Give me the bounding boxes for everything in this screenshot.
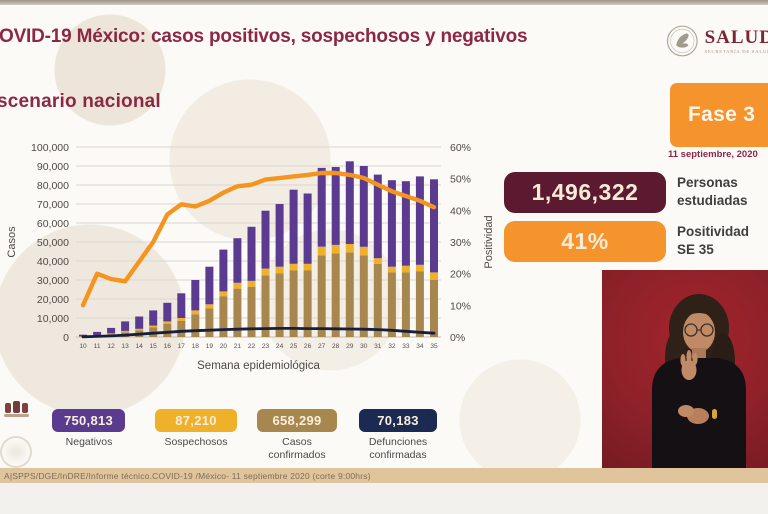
- positividad-label: Positividad SE 35: [677, 224, 750, 257]
- top-border-strip: [0, 0, 768, 5]
- casos-confirmados-label: Casos confirmados: [268, 436, 326, 462]
- salud-subtitle: SECRETARÍA DE SALUD: [704, 49, 768, 54]
- personas-estudiadas-label: Personas estudiadas: [677, 175, 748, 208]
- svg-text:33: 33: [402, 343, 410, 350]
- negativos-value: 750,813: [63, 413, 114, 428]
- svg-text:10: 10: [79, 343, 87, 350]
- casos-confirmados-badge: 658,299: [257, 409, 337, 432]
- svg-text:0%: 0%: [450, 332, 465, 344]
- casos-confirmados-value: 658,299: [272, 413, 322, 428]
- negativos-label: Negativos: [65, 436, 113, 448]
- svg-text:14: 14: [136, 343, 144, 350]
- salud-wordmark: SALUD: [704, 27, 768, 48]
- svg-text:11: 11: [94, 343, 101, 350]
- svg-text:50,000: 50,000: [37, 237, 69, 249]
- svg-text:34: 34: [416, 343, 424, 350]
- fase-3-label: Fase 3: [688, 103, 756, 126]
- svg-text:24: 24: [276, 343, 284, 350]
- interpreter-person-illustration: [652, 294, 746, 468]
- seal-watermark: [0, 436, 32, 468]
- sospechosos-badge: 87,210: [155, 409, 237, 432]
- svg-text:100,000: 100,000: [31, 142, 69, 154]
- svg-text:50%: 50%: [450, 174, 471, 186]
- svg-text:12: 12: [107, 343, 115, 350]
- svg-text:26: 26: [304, 343, 312, 350]
- svg-text:40,000: 40,000: [37, 256, 69, 268]
- svg-text:18: 18: [192, 343, 200, 350]
- national-epidemic-chart: 0 10,000 20,000 30,000 40,000 50,000 60,000 70,…: [6, 142, 495, 372]
- svg-text:20,000: 20,000: [37, 294, 69, 306]
- svg-text:10%: 10%: [450, 300, 471, 312]
- eagle-emblem-icon: [666, 25, 698, 57]
- svg-text:70,000: 70,000: [37, 199, 69, 211]
- svg-text:15: 15: [150, 343, 158, 350]
- positividad-badge: 41%: [504, 221, 666, 262]
- svg-text:13: 13: [121, 343, 129, 350]
- svg-text:25: 25: [290, 343, 298, 350]
- svg-text:20%: 20%: [450, 269, 471, 281]
- negativos-badge: 750,813: [52, 409, 125, 432]
- positividad-value: 41%: [561, 228, 609, 254]
- svg-text:60%: 60%: [450, 142, 471, 154]
- svg-text:60,000: 60,000: [37, 218, 69, 230]
- defunciones-value: 70,183: [377, 413, 419, 428]
- report-date: 11 septiembre, 2020: [668, 149, 758, 160]
- svg-text:Positividad: Positividad: [483, 215, 495, 268]
- interpreter-video: [602, 270, 768, 468]
- personas-estudiadas-badge: 1,496,322: [504, 172, 666, 213]
- svg-text:32: 32: [388, 343, 396, 350]
- source-text: A|SPPS/DGE/InDRE/Informe técnico.COVID-1…: [4, 470, 371, 481]
- sospechosos-label: Sospechosos: [164, 436, 228, 448]
- svg-text:40%: 40%: [450, 205, 471, 217]
- page-title: OVID-19 México: casos positivos, sospech…: [0, 26, 528, 47]
- svg-text:35: 35: [430, 343, 438, 350]
- svg-text:29: 29: [346, 343, 354, 350]
- defunciones-badge: 70,183: [359, 409, 437, 432]
- svg-text:10,000: 10,000: [37, 313, 69, 325]
- source-footer-bar: A|SPPS/DGE/InDRE/Informe técnico.COVID-1…: [0, 468, 768, 483]
- svg-text:17: 17: [178, 343, 186, 350]
- svg-text:0: 0: [63, 332, 69, 344]
- svg-text:Semana epidemiológica: Semana epidemiológica: [197, 360, 320, 372]
- sospechosos-value: 87,210: [175, 413, 217, 428]
- svg-text:30,000: 30,000: [37, 275, 69, 287]
- svg-text:31: 31: [374, 343, 382, 350]
- svg-text:80,000: 80,000: [37, 180, 69, 192]
- defunciones-label: Defunciones confirmadas: [368, 436, 428, 462]
- salud-logo: SALUD SECRETARÍA DE SALUD: [664, 20, 768, 68]
- section-heading: scenario nacional: [0, 91, 161, 112]
- svg-text:90,000: 90,000: [37, 161, 69, 173]
- svg-text:30: 30: [360, 343, 368, 350]
- leona-vicario-logo: [4, 401, 29, 417]
- svg-text:Casos: Casos: [6, 226, 18, 258]
- svg-text:23: 23: [262, 343, 270, 350]
- svg-text:30%: 30%: [450, 237, 471, 249]
- svg-text:19: 19: [206, 343, 214, 350]
- personas-estudiadas-value: 1,496,322: [531, 179, 639, 205]
- svg-text:16: 16: [164, 343, 172, 350]
- svg-text:27: 27: [318, 343, 326, 350]
- svg-text:20: 20: [220, 343, 228, 350]
- bottom-margin: [0, 483, 768, 514]
- fase-3-badge: Fase 3: [670, 83, 768, 147]
- svg-text:22: 22: [248, 343, 256, 350]
- svg-text:28: 28: [332, 343, 340, 350]
- svg-text:21: 21: [234, 343, 242, 350]
